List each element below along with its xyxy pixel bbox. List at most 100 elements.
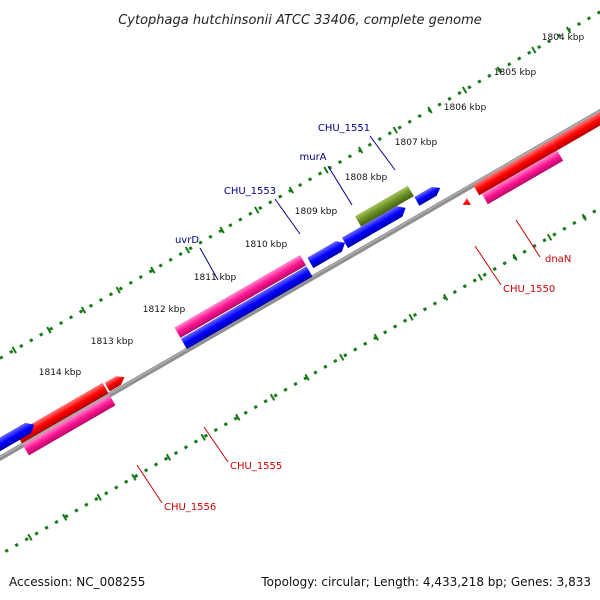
scale-dot xyxy=(586,16,592,21)
blue-gene-feature[interactable] xyxy=(307,238,348,269)
gene-label[interactable]: CHU_1551 xyxy=(318,123,370,134)
scale-major-tick xyxy=(581,213,587,221)
scale-dot xyxy=(417,113,422,119)
red-gene-feature[interactable] xyxy=(461,197,471,208)
scale-dot xyxy=(263,399,268,404)
scale-dot xyxy=(502,261,507,266)
scale-dot xyxy=(138,274,143,280)
scale-dot xyxy=(233,416,238,421)
scale-dot xyxy=(447,96,452,101)
scale-major-tick xyxy=(373,333,380,341)
scale-dot xyxy=(68,315,74,320)
scale-dot xyxy=(153,462,159,467)
scale-dot xyxy=(14,542,19,548)
scale-tick-label: 1810 kbp xyxy=(245,240,288,250)
scale-dot xyxy=(552,232,557,237)
olive-gene-feature[interactable] xyxy=(355,185,414,227)
scale-dot xyxy=(542,238,547,243)
gene-label[interactable]: CHU_1556 xyxy=(164,502,216,513)
pink-gene-feature[interactable] xyxy=(481,150,564,205)
gene-label[interactable]: dnaN xyxy=(545,254,571,265)
scale-dot xyxy=(402,318,408,323)
gene-label[interactable]: CHU_1553 xyxy=(224,186,276,197)
accession-text: Accession: NC_008255 xyxy=(9,575,145,589)
scale-tick-label: 1805 kbp xyxy=(494,68,537,78)
gene-leader-line xyxy=(515,219,541,258)
scale-dot xyxy=(268,200,273,205)
scale-dot xyxy=(94,496,99,502)
scale-major-tick xyxy=(304,373,310,381)
gene-label[interactable]: CHU_1550 xyxy=(503,284,555,295)
scale-major-tick xyxy=(443,293,449,301)
scale-dot xyxy=(58,320,64,326)
blue-gene-feature[interactable] xyxy=(180,266,313,350)
scale-major-tick xyxy=(358,146,364,154)
scale-major-tick xyxy=(392,126,398,134)
scale-dot xyxy=(203,433,209,438)
genome-summary: Topology: circular; Length: 4,433,218 bp… xyxy=(260,575,591,589)
red-gene-feature[interactable] xyxy=(15,382,109,444)
scale-major-tick xyxy=(288,186,295,194)
scale-major-tick xyxy=(165,453,172,461)
scale-major-tick xyxy=(96,493,102,501)
scale-dot xyxy=(134,473,139,479)
scale-dot xyxy=(118,286,124,291)
scale-dot xyxy=(238,217,243,222)
scale-dot xyxy=(114,485,119,490)
gene-label[interactable]: murA xyxy=(299,152,326,163)
blue-gene-feature[interactable] xyxy=(0,419,37,490)
pink-gene-feature[interactable] xyxy=(22,395,116,456)
scale-dot xyxy=(253,404,258,410)
scale-dot xyxy=(472,278,477,283)
scale-dot xyxy=(307,177,313,182)
scale-tick-label: 1811 kbp xyxy=(194,273,237,283)
scale-major-tick xyxy=(408,313,414,321)
blue-gene-feature[interactable] xyxy=(414,184,442,206)
gene-leader-line xyxy=(136,464,163,504)
red-gene-feature[interactable] xyxy=(551,112,600,151)
scale-dot xyxy=(148,269,153,274)
scale-dot xyxy=(407,119,412,124)
scale-dot xyxy=(422,307,428,312)
scale-tick-label: 1808 kbp xyxy=(345,173,388,183)
gene-leader-line xyxy=(327,165,353,206)
scale-dot xyxy=(198,240,203,245)
blue-gene-feature[interactable] xyxy=(341,203,409,249)
scale-tick-label: 1812 kbp xyxy=(143,305,186,315)
scale-dot xyxy=(392,324,398,329)
scale-dot xyxy=(457,90,462,96)
scale-dot xyxy=(213,427,218,433)
scale-major-tick xyxy=(131,473,137,481)
red-gene-feature[interactable] xyxy=(473,140,558,196)
scale-dot xyxy=(556,33,562,38)
scale-major-tick xyxy=(11,346,17,354)
scale-dot xyxy=(178,251,183,257)
gene-label[interactable]: CHU_1555 xyxy=(230,461,282,472)
scale-dot xyxy=(143,468,149,473)
pink-gene-feature[interactable] xyxy=(174,254,306,338)
scale-major-tick xyxy=(565,26,572,34)
gene-leader-line xyxy=(199,247,219,281)
scale-dot xyxy=(9,349,14,354)
scale-tick-label: 1809 kbp xyxy=(295,207,338,217)
scale-dot xyxy=(158,263,163,268)
scale-major-tick xyxy=(477,273,483,281)
scale-dot xyxy=(278,194,283,199)
scale-dot xyxy=(84,502,89,507)
scale-major-tick xyxy=(269,393,276,401)
scale-dot xyxy=(477,79,482,84)
scale-dot xyxy=(188,246,193,251)
scale-dot xyxy=(243,410,248,415)
gene-leader-line xyxy=(369,135,396,171)
red-gene-feature[interactable] xyxy=(104,373,127,392)
scale-dot xyxy=(19,343,24,349)
scale-major-tick xyxy=(80,306,87,314)
scale-dot xyxy=(108,292,114,297)
scale-dot xyxy=(24,537,29,542)
genome-track xyxy=(0,10,600,553)
scale-tick-label: 1807 kbp xyxy=(395,138,438,148)
gene-leader-line xyxy=(274,198,301,235)
scale-major-tick xyxy=(546,233,553,241)
scale-major-tick xyxy=(219,226,225,234)
gene-label[interactable]: uvrD xyxy=(175,235,199,246)
